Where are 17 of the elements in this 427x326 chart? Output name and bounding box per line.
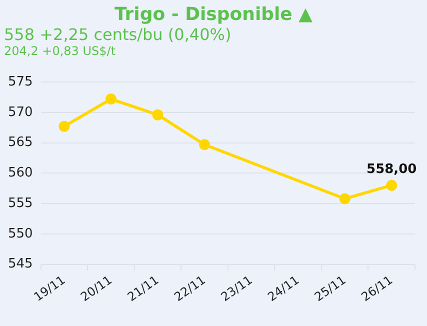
point (105, 94, 116, 105)
point (386, 180, 398, 191)
chart-subtitle: 558 +2,25 cents/bu (0,40%) (3, 25, 232, 44)
text: 204,2 +0,83 US$/t (3, 44, 117, 58)
y-tick-label: 560 (8, 166, 33, 181)
data-label: 558,00 (366, 162, 417, 178)
point (199, 139, 210, 150)
point (58, 120, 70, 132)
y-tick-label: 575 (8, 74, 33, 90)
y-tick-label: 545 (8, 256, 33, 272)
chart-title: Trigo - Disponible ▲ (113, 3, 314, 25)
y-tick-label: 555 (8, 196, 33, 211)
y-tick-label: 570 (8, 104, 33, 120)
point (339, 193, 350, 204)
y-tick-label: 550 (8, 226, 33, 242)
point (152, 109, 164, 120)
y-tick-label: 565 (8, 135, 33, 150)
